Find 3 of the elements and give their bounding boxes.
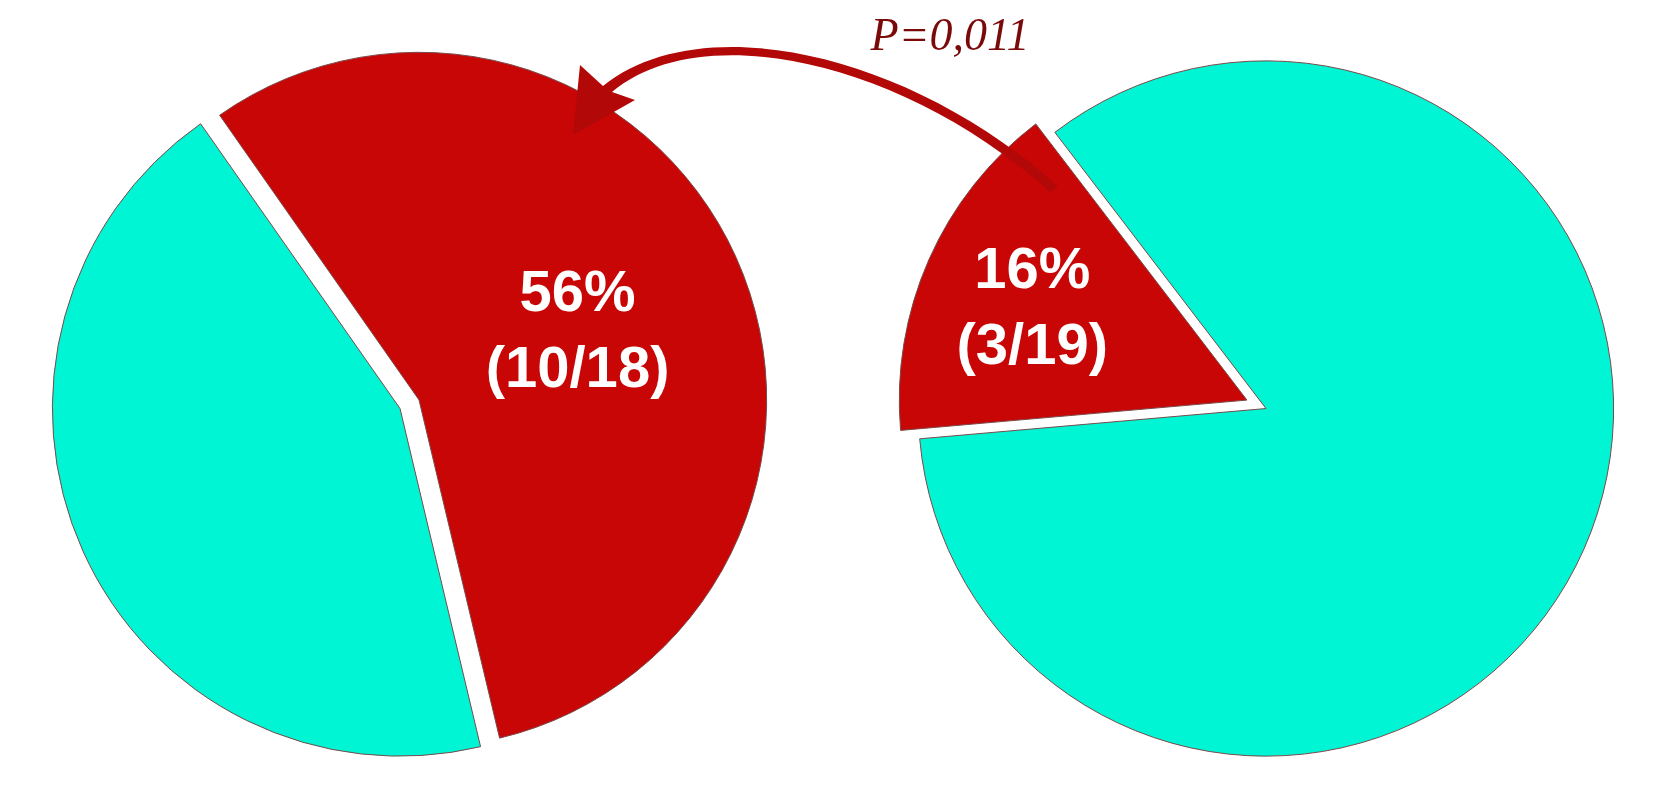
data-label: 56% (10/18) (485, 258, 670, 399)
data-label: 16% (3/19) (956, 235, 1109, 376)
text: P=0,011 (869, 8, 1031, 61)
